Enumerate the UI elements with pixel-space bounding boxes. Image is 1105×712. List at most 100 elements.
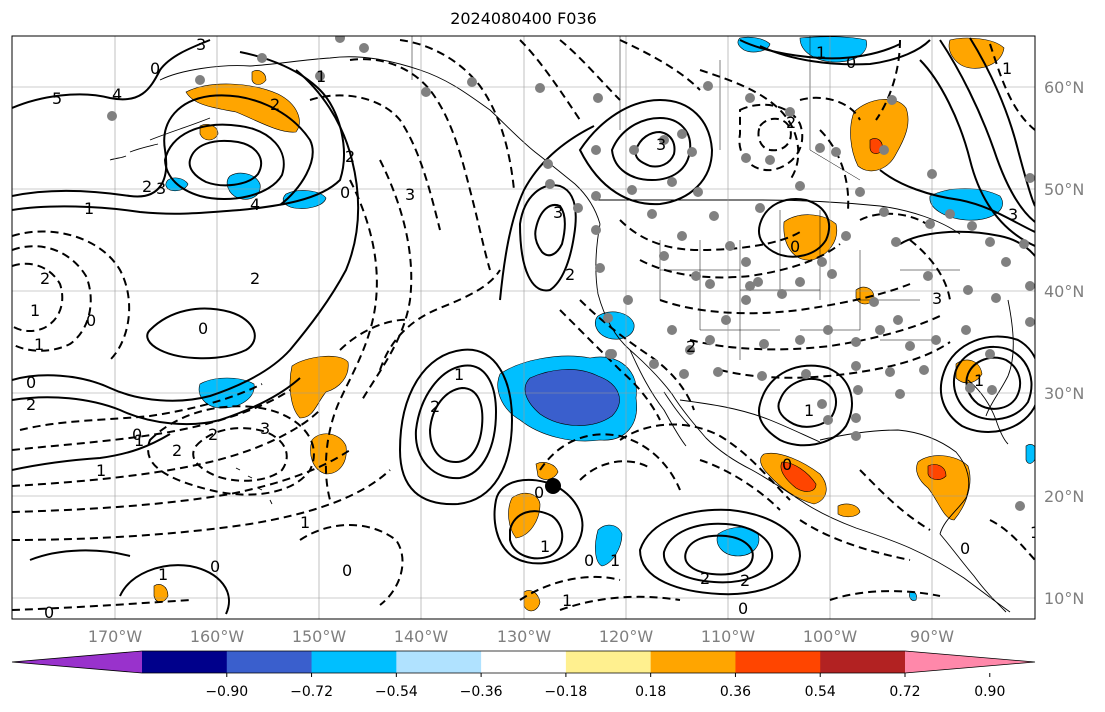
- contour-label: 3: [1008, 205, 1018, 224]
- lon-label: 170°W: [88, 627, 143, 646]
- solid-contours: [12, 37, 1035, 615]
- colorbar-segment: [311, 651, 397, 673]
- colorbar: [11, 650, 1036, 674]
- map-frame: [11, 35, 1036, 620]
- aleutian-islands: [109, 117, 211, 161]
- colorbar-min-arrow: [12, 651, 142, 673]
- contour-label: 1: [816, 43, 826, 62]
- contour-label: 1: [96, 461, 106, 480]
- contour-label: 0: [584, 551, 594, 570]
- contour-label: 2: [208, 425, 218, 444]
- contour-label: 2: [430, 397, 440, 416]
- colorbar-outline: [11, 650, 1036, 674]
- lat-label: 20°N: [1044, 487, 1084, 506]
- lat-label: 50°N: [1044, 180, 1084, 199]
- colorbar-tick-label: −0.90: [205, 684, 248, 700]
- contour-label: 2: [700, 569, 710, 588]
- colorbar-labels: −0.90 −0.72 −0.54 −0.36 −0.18 0.18 0.36 0.54 0.7…: [205, 673, 1005, 700]
- contour-label: 0: [790, 237, 800, 256]
- lon-label: 160°W: [190, 627, 245, 646]
- lat-label: 30°N: [1044, 384, 1084, 403]
- contour-label: 0: [132, 425, 142, 444]
- contour-label: 1: [84, 199, 94, 218]
- lon-label: 90°W: [910, 627, 954, 646]
- contour-label: 1: [1030, 523, 1040, 542]
- negative-anomaly-region: [595, 524, 623, 567]
- alaska-coast: [159, 56, 601, 225]
- colorbar-tick-label: 0.36: [720, 684, 751, 700]
- contour-label: 0: [210, 557, 220, 576]
- colorbar-segment: [142, 651, 228, 673]
- contour-label: 0: [342, 561, 352, 580]
- contour-label: 1: [300, 513, 310, 532]
- contour-label: 0: [44, 603, 54, 622]
- colorbar-tick-label: 0.18: [635, 684, 666, 700]
- contour-label: 2: [270, 95, 280, 114]
- canada-border: [594, 199, 961, 235]
- contour-labels: 5 4 3 2 1 0 2 3 4 3 2 1 0 1 2 0 2 1 0 3 …: [26, 36, 1040, 622]
- colorbar-segment: [396, 651, 482, 673]
- positive-anomaly-region: [523, 590, 541, 612]
- lat-label: 40°N: [1044, 282, 1084, 301]
- negative-anomaly-region: [716, 526, 760, 557]
- positive-anomaly-region: [153, 584, 169, 603]
- colorbar-tick-label: 0.90: [974, 684, 1005, 700]
- contour-label: 4: [250, 195, 260, 214]
- contour-label: 2: [250, 269, 260, 288]
- contour-label: 0: [534, 483, 544, 502]
- station-markers: [107, 36, 1035, 511]
- anomaly-shading: [153, 36, 1035, 612]
- contour-label: 1: [1002, 59, 1012, 78]
- contour-label: 2: [686, 337, 696, 356]
- negative-anomaly-region: [799, 36, 867, 63]
- contour-label: 5: [52, 89, 62, 108]
- negative-anomaly-region: [1025, 444, 1035, 464]
- contour-label: 1: [134, 431, 144, 450]
- contour-label: 1: [34, 335, 44, 354]
- colorbar-segment: [650, 651, 736, 673]
- lat-label: 10°N: [1044, 589, 1084, 608]
- positive-anomaly-region: [251, 70, 267, 85]
- canada-province-borders: [411, 36, 861, 181]
- strong-positive-anomaly-region: [780, 461, 817, 492]
- contour-label: 0: [86, 311, 96, 330]
- contour-label: 4: [112, 85, 122, 104]
- colorbar-tick-label: 0.54: [805, 684, 836, 700]
- contour-label: 1: [610, 551, 620, 570]
- colorbar-tick-label: −0.72: [290, 684, 333, 700]
- contour-label: 1: [30, 301, 40, 320]
- colorbar-segment: [735, 651, 821, 673]
- colorbar-segment: [565, 651, 652, 673]
- location-marker: [545, 478, 561, 494]
- colorbar-segment: [820, 651, 906, 673]
- contour-label: 0: [26, 373, 36, 392]
- strong-positive-anomaly-region: [927, 464, 947, 480]
- contour-label: 1: [540, 537, 550, 556]
- colorbar-tick-label: −0.36: [460, 684, 503, 700]
- contour-label: 1: [454, 365, 464, 384]
- contour-label: 2: [142, 177, 152, 196]
- contour-label: 2: [740, 571, 750, 590]
- baja-california: [629, 349, 691, 447]
- contour-label: 1: [158, 565, 168, 584]
- hawaii-islands: [235, 467, 273, 505]
- contour-label: 3: [260, 419, 270, 438]
- contour-label: 0: [846, 53, 856, 72]
- lon-label: 120°W: [599, 627, 654, 646]
- lon-label: 100°W: [803, 627, 858, 646]
- contour-label: 0: [960, 539, 970, 558]
- positive-anomaly-region: [199, 124, 219, 141]
- dashed-contours: [12, 39, 1035, 611]
- colorbar-max-arrow: [905, 651, 1035, 673]
- colorbar-segment: [481, 651, 567, 673]
- contour-label: 2: [345, 147, 355, 166]
- lon-label: 150°W: [292, 627, 347, 646]
- contour-label: 1: [562, 591, 572, 610]
- contour-label: 2: [26, 395, 36, 414]
- contour-label: 0: [738, 599, 748, 618]
- colorbar-tick-label: 0.72: [889, 684, 920, 700]
- graticule: [12, 36, 1035, 619]
- central-america: [939, 533, 1007, 613]
- positive-anomaly-region: [783, 214, 838, 261]
